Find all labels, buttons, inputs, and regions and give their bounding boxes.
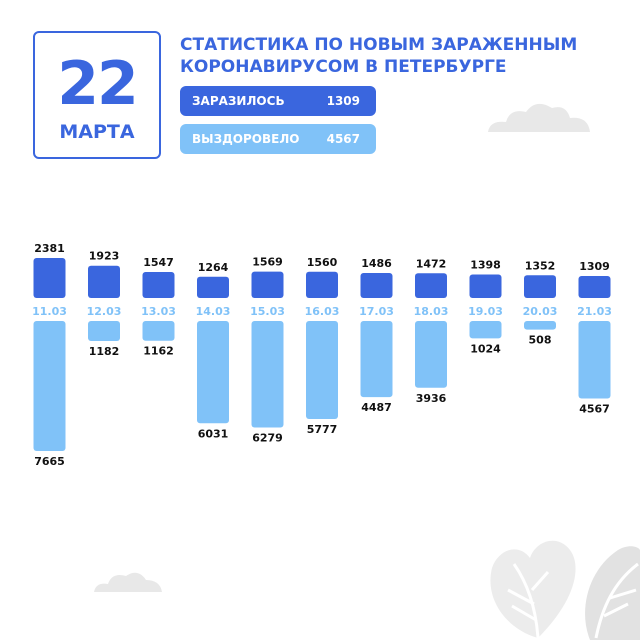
date-tick-label: 13.03	[141, 305, 176, 318]
recovered-value-label: 6279	[252, 431, 283, 444]
recovered-value-label: 508	[529, 334, 552, 347]
recovered-value-label: 3936	[416, 392, 447, 405]
date-tick-label: 11.03	[32, 305, 67, 318]
date-tick-label: 16.03	[305, 305, 340, 318]
legend-infected-label: ЗАРАЗИЛОСЬ	[192, 94, 285, 108]
infected-value-label: 1398	[470, 259, 501, 272]
legend-infected: ЗАРАЗИЛОСЬ 1309	[180, 86, 376, 116]
infected-value-label: 1264	[198, 261, 229, 274]
legend-recovered: ВЫЗДОРОВЕЛО 4567	[180, 124, 376, 154]
infected-bar	[88, 265, 120, 298]
recovered-value-label: 1162	[143, 345, 174, 358]
date-tick-label: 21.03	[577, 305, 612, 318]
cloud-icon	[94, 572, 162, 592]
recovered-bar	[469, 321, 502, 339]
recovered-value-label: 7665	[34, 455, 65, 468]
recovered-bar	[33, 321, 66, 451]
date-card: 22 МАРТА	[33, 31, 161, 159]
infected-value-label: 1309	[579, 260, 610, 273]
recovered-bar	[251, 321, 284, 428]
date-day: 22	[57, 49, 139, 119]
recovered-bar	[306, 321, 338, 419]
infected-bar	[306, 271, 338, 298]
recovered-bar	[88, 321, 120, 342]
title-line-1: СТАТИСТИКА ПО НОВЫМ ЗАРАЖЕННЫМ	[180, 35, 578, 55]
infected-value-label: 1569	[252, 256, 283, 269]
recovered-bar	[415, 321, 447, 388]
recovered-value-label: 1024	[470, 342, 501, 355]
leaf-icon	[490, 540, 640, 640]
infected-bar	[578, 276, 611, 298]
recovered-value-label: 6031	[198, 427, 229, 440]
infected-value-label: 2381	[34, 242, 65, 255]
date-tick-label: 14.03	[196, 305, 231, 318]
date-month: МАРТА	[59, 121, 135, 143]
infected-bar	[524, 275, 556, 298]
recovered-value-label: 1182	[89, 345, 120, 358]
date-tick-label: 18.03	[414, 305, 449, 318]
infected-bar	[360, 273, 393, 298]
infected-bar	[33, 258, 66, 298]
infected-bar	[142, 272, 175, 298]
title-line-2: КОРОНАВИРУСОМ В ПЕТЕРБУРГЕ	[180, 57, 507, 77]
infected-value-label: 1472	[416, 257, 447, 270]
infected-bar	[197, 276, 229, 298]
recovered-value-label: 4487	[361, 401, 392, 414]
infected-bar	[251, 271, 284, 298]
infected-bar	[415, 273, 447, 298]
recovered-bar	[578, 321, 611, 399]
recovered-bar	[360, 321, 393, 398]
legend-recovered-label: ВЫЗДОРОВЕЛО	[192, 132, 300, 146]
recovered-bar	[197, 321, 229, 424]
recovered-bar	[524, 321, 556, 330]
infected-bar	[469, 274, 502, 298]
recovered-bar	[142, 321, 175, 341]
legend-infected-value: 1309	[326, 94, 360, 108]
legend-recovered-value: 4567	[326, 132, 360, 146]
date-tick-label: 15.03	[250, 305, 285, 318]
infected-value-label: 1560	[307, 256, 338, 269]
infected-value-label: 1486	[361, 257, 392, 270]
recovered-value-label: 4567	[579, 402, 610, 415]
infected-value-label: 1547	[143, 256, 174, 269]
recovered-value-label: 5777	[307, 423, 338, 436]
date-tick-label: 12.03	[87, 305, 122, 318]
cloud-icon	[488, 103, 590, 132]
date-tick-label: 17.03	[359, 305, 394, 318]
date-tick-label: 19.03	[468, 305, 503, 318]
infected-value-label: 1352	[525, 259, 556, 272]
date-tick-label: 20.03	[523, 305, 558, 318]
infected-value-label: 1923	[89, 250, 120, 263]
page-title: СТАТИСТИКА ПО НОВЫМ ЗАРАЖЕННЫМ КОРОНАВИР…	[180, 34, 600, 78]
